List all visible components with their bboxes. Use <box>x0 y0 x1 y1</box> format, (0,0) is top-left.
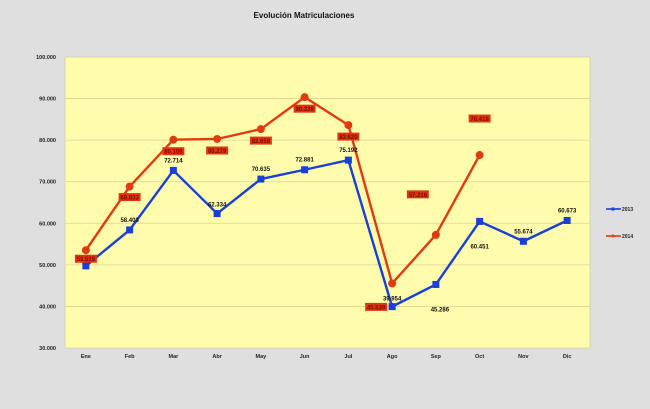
data-point-2014 <box>169 135 178 144</box>
data-label-2013: 55.674 <box>514 229 533 235</box>
data-label-2014: 90.339 <box>295 107 314 113</box>
data-point-2013 <box>519 237 527 245</box>
legend: 2013 2014 <box>606 207 633 240</box>
data-label-2014: 57.216 <box>409 193 428 199</box>
x-tick-label: Feb <box>125 354 135 360</box>
data-point-2014 <box>388 279 397 288</box>
data-point-2014 <box>431 230 440 239</box>
x-tick-label: Ene <box>81 354 91 360</box>
data-label-2013: 45.286 <box>431 307 450 313</box>
data-label-2013: 62.334 <box>208 203 227 209</box>
data-label-box-2014 <box>337 132 360 141</box>
x-tick-label: Ago <box>387 354 398 360</box>
x-axis-ticks: Ene Feb Mar Abr May Jun Jul Ago Sep Oct Nov Dic <box>81 354 572 360</box>
data-label-box-2014 <box>249 136 272 145</box>
data-label-2013: 72.881 <box>295 158 314 164</box>
y-tick-label: 60.000 <box>39 221 56 227</box>
series-lines <box>81 93 571 311</box>
data-point-2013 <box>563 216 571 224</box>
x-tick-label: Nov <box>518 354 529 360</box>
y-tick-label: 50.000 <box>39 263 56 269</box>
y-tick-label: 30.000 <box>39 346 56 352</box>
data-point-2014 <box>125 182 134 191</box>
data-point-2013 <box>213 210 221 218</box>
data-label-2014: 45.539 <box>367 305 386 311</box>
data-point-2013 <box>82 262 90 270</box>
data-label-box-2014 <box>206 146 229 155</box>
data-point-2013 <box>476 217 484 225</box>
data-label-box-2014 <box>293 104 316 113</box>
data-label-2013: 39.954 <box>383 297 402 303</box>
y-tick-label: 80.000 <box>39 138 56 144</box>
gridlines <box>65 98 590 307</box>
y-tick-label: 40.000 <box>39 304 56 310</box>
data-label-box-2014 <box>118 193 141 202</box>
data-label-2014: 83.620 <box>339 135 358 141</box>
data-label-2014: 82.658 <box>252 139 271 145</box>
x-tick-label: Jul <box>344 354 352 360</box>
data-point-2014 <box>475 151 484 160</box>
data-label-2014: 76.418 <box>470 117 489 123</box>
data-label-box-2014 <box>468 114 491 123</box>
y-tick-label: 90.000 <box>39 97 56 103</box>
data-point-2013 <box>432 280 440 288</box>
y-tick-label: 100.000 <box>36 55 56 61</box>
y-axis-ticks: 30.000 40.000 50.000 60.000 70.000 80.000 90.0… <box>36 55 56 352</box>
x-tick-label: Jun <box>300 354 310 360</box>
data-point-2013 <box>344 156 352 164</box>
data-label-2013: 60.673 <box>558 208 577 214</box>
data-label-2013: 72.714 <box>164 158 183 164</box>
svg-text:2014: 2014 <box>622 234 633 240</box>
data-label-box-2014 <box>74 254 97 263</box>
data-label-2014: 53.519 <box>77 257 96 263</box>
data-label-2014: 68.833 <box>120 196 139 202</box>
x-tick-label: Sep <box>431 354 442 360</box>
data-labels: 49.75158.40372.71462.33470.63572.88175.1… <box>74 104 577 313</box>
data-point-2013 <box>301 166 309 174</box>
svg-text:2013: 2013 <box>622 207 633 213</box>
series-line-2013 <box>85 158 568 308</box>
chart-title: Evolución Matriculaciones <box>253 11 355 20</box>
data-point-2014 <box>81 246 90 255</box>
data-point-2013 <box>126 226 134 234</box>
y-tick-label: 70.000 <box>39 180 56 186</box>
series-line-2014 <box>84 95 481 285</box>
plot-area <box>64 56 591 349</box>
data-label-2014: 80.279 <box>208 149 227 155</box>
data-label-2013: 60.451 <box>470 244 489 250</box>
data-label-box-2014 <box>162 147 185 156</box>
x-tick-label: Abr <box>212 354 222 360</box>
data-label-2013: 70.635 <box>252 167 271 173</box>
data-point-2013 <box>169 166 177 174</box>
x-tick-label: Oct <box>475 354 484 360</box>
x-tick-label: Dic <box>563 354 572 360</box>
data-point-2014 <box>256 125 265 134</box>
x-tick-label: May <box>256 354 268 360</box>
data-label-2013: 75.192 <box>339 148 358 154</box>
legend-item-2014: 2014 <box>606 234 633 240</box>
data-point-2013 <box>257 175 265 183</box>
data-label-2014: 80.106 <box>164 150 183 156</box>
data-point-2013 <box>388 303 396 311</box>
data-point-2014 <box>344 121 353 130</box>
data-label-2013: 58.403 <box>120 218 139 224</box>
data-label-box-2014 <box>406 190 429 199</box>
data-point-2014 <box>213 134 222 143</box>
x-tick-label: Mar <box>168 354 179 360</box>
legend-item-2013: 2013 <box>606 207 633 213</box>
data-point-2014 <box>300 93 309 102</box>
data-label-box-2014 <box>365 302 388 311</box>
